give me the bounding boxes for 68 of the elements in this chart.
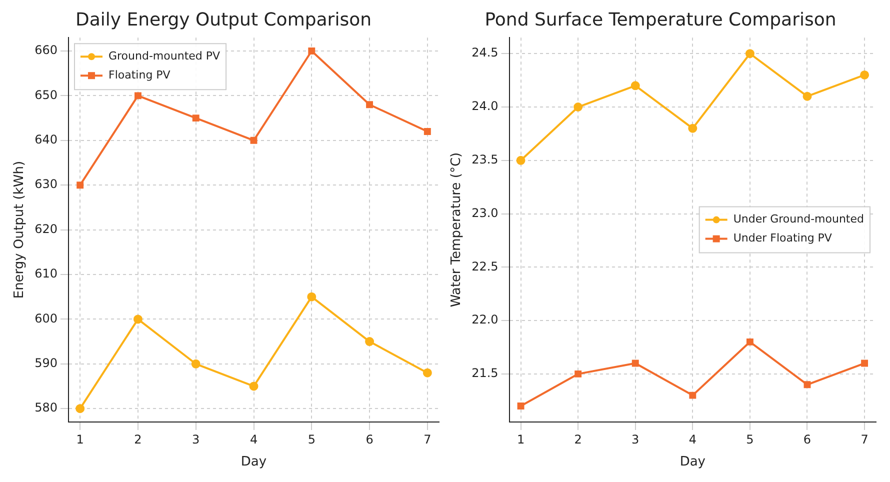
point	[860, 70, 870, 80]
x-tick-label: 1	[76, 432, 84, 446]
point	[76, 404, 85, 414]
x-tick-label: 5	[746, 432, 754, 446]
y-tick-label: 21.5	[472, 366, 498, 380]
point	[308, 48, 316, 54]
point	[365, 337, 374, 346]
point	[192, 114, 200, 122]
point	[249, 382, 258, 391]
point	[133, 314, 142, 324]
y-tick-label: 650	[34, 88, 58, 102]
point	[134, 92, 142, 100]
point	[861, 360, 868, 367]
point	[307, 292, 316, 302]
y-tick-label: 22.0	[472, 312, 498, 327]
x-tick-label: 6	[366, 432, 374, 446]
y-tick-label: 600	[34, 311, 58, 326]
y-tick-label: 23.0	[472, 206, 498, 220]
x-tick-label: 4	[250, 432, 258, 446]
legend-label: Ground-mounted PV	[108, 49, 221, 62]
x-tick-label: 5	[308, 432, 316, 446]
point	[422, 368, 432, 378]
point	[191, 359, 200, 368]
point	[574, 102, 583, 112]
y-tick-label: 24.5	[472, 46, 498, 60]
y-tick-label: 660	[34, 43, 58, 58]
y-tick-label: 22.5	[472, 259, 498, 274]
point	[802, 92, 812, 101]
x-tick-label: 2	[574, 432, 582, 446]
chart-title: Daily Energy Output Comparison	[75, 9, 372, 30]
point	[76, 182, 84, 189]
legend-label: Under Ground-mounted	[733, 212, 864, 226]
point	[630, 81, 640, 90]
y-tick-label: 610	[34, 266, 58, 281]
point	[688, 124, 698, 133]
point	[574, 370, 582, 378]
x-tick-label: 7	[424, 432, 432, 446]
x-tick-label: 2	[134, 432, 142, 446]
legend-label: Floating PV	[108, 68, 171, 82]
point	[517, 402, 524, 410]
x-tick-label: 7	[860, 432, 868, 446]
y-tick-label: 620	[34, 222, 58, 236]
point	[366, 101, 374, 108]
y-axis-title: Energy Output (kWh)	[12, 160, 28, 299]
x-tick-label: 3	[192, 432, 200, 446]
legend-label: Under Floating PV	[733, 232, 832, 245]
y-tick-label: 23.5	[472, 152, 498, 167]
point	[689, 392, 696, 399]
y-tick-label: 590	[34, 356, 58, 370]
point	[424, 128, 431, 135]
point	[516, 156, 526, 165]
x-tick-label: 3	[632, 432, 640, 446]
y-axis-title: Water Temperature (°C)	[449, 152, 464, 308]
point	[745, 49, 754, 58]
y-tick-label: 640	[34, 132, 58, 147]
x-axis-title: Day	[680, 454, 706, 470]
y-tick-label: 630	[34, 177, 58, 192]
x-tick-label: 6	[803, 432, 812, 446]
point	[804, 381, 811, 388]
point	[250, 136, 258, 144]
x-axis-title: Day	[240, 454, 267, 470]
point	[632, 360, 639, 367]
x-tick-label: 4	[688, 432, 696, 446]
y-tick-label: 580	[34, 400, 58, 415]
x-tick-label: 1	[516, 432, 525, 446]
chart-title: Pond Surface Temperature Comparison	[484, 9, 836, 30]
point	[746, 338, 754, 346]
y-tick-label: 24.0	[472, 99, 498, 114]
